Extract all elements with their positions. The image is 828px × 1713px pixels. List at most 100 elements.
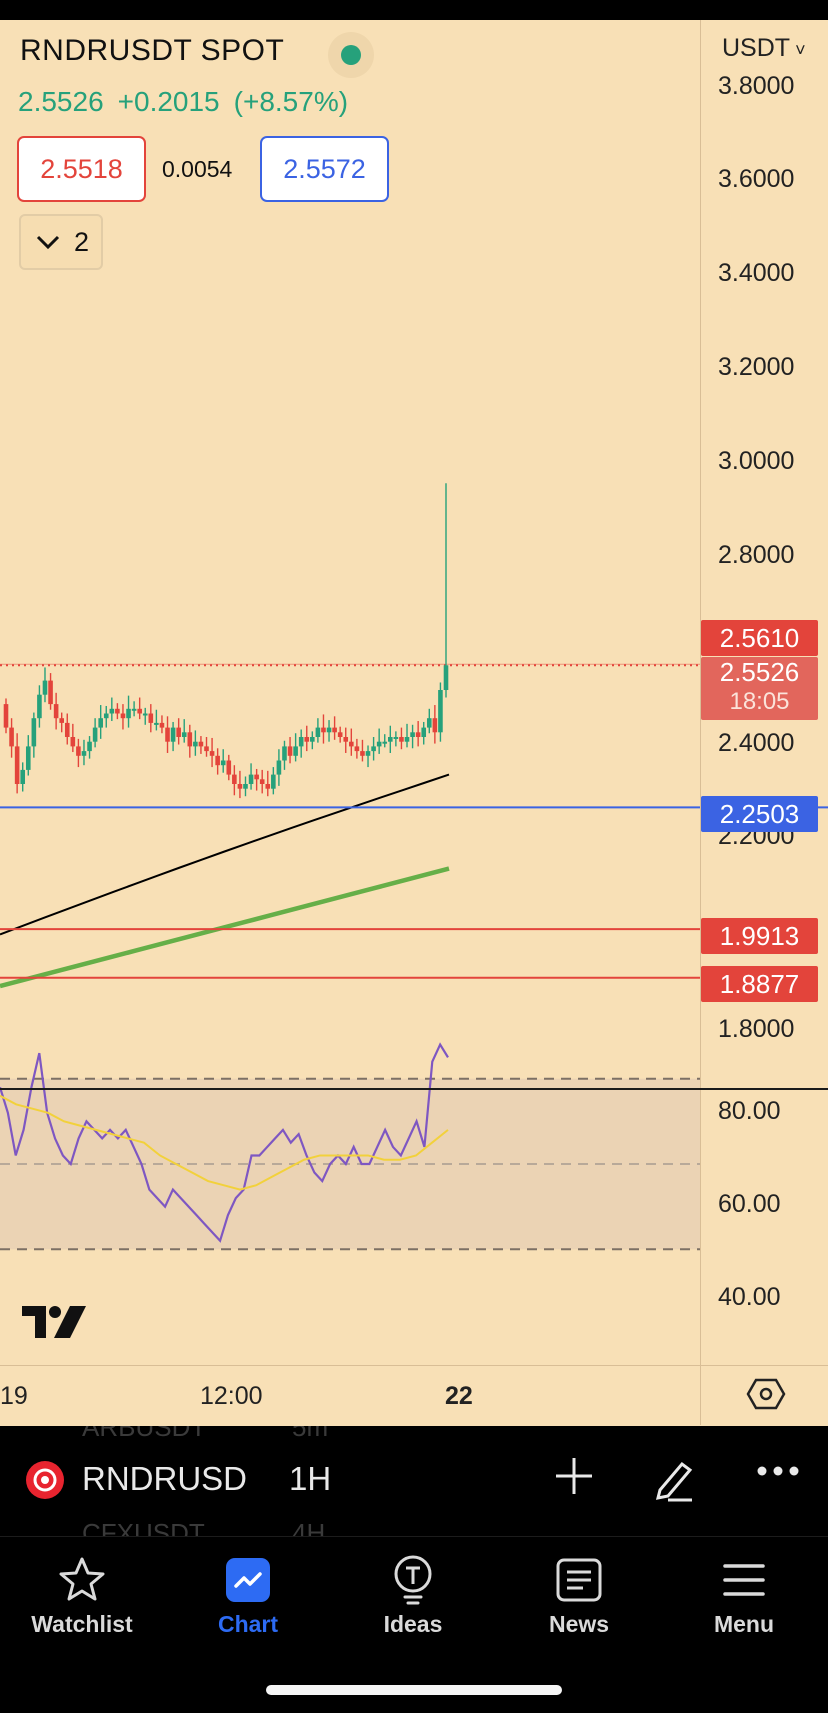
candle-body [92,727,98,742]
pane-separator[interactable] [0,1088,828,1090]
tab-menu[interactable]: Menu [664,1551,824,1638]
candle-body [321,727,326,733]
tab-news[interactable]: News [499,1551,659,1638]
candle-body [165,727,170,742]
settings-icon[interactable] [746,1374,786,1414]
more-options-icon[interactable] [756,1464,800,1483]
candle-body [37,694,42,719]
price-axis-label: 1.8000 [718,1015,795,1043]
candle-body [120,713,126,719]
candle-body [232,774,237,784]
candle-body [42,680,48,695]
ghost-symbol: CFXUSDT [82,1518,205,1536]
candle-body [304,737,310,742]
candle-body [126,708,131,719]
candle-body [376,741,382,747]
candle-body [443,665,449,690]
price-change: +0.2015 [117,86,220,117]
candle-body [87,741,92,752]
price-axis-label: 3.4000 [718,259,795,287]
symbol-title[interactable]: RNDRUSDT SPOT [20,34,285,67]
candle-body [115,708,120,714]
currency-selector[interactable]: USDT ˅ [722,34,806,63]
symbol-selector[interactable]: RNDRUSD [82,1460,247,1497]
tab-chart[interactable]: Chart [168,1551,328,1638]
candle-body [53,704,59,719]
status-bar [0,0,828,20]
candle-body [131,708,137,711]
ghost-interval: 5m [292,1426,329,1442]
candle-body [170,727,176,742]
candle-body [349,741,354,747]
candle-body [48,680,53,705]
candle-body [276,760,282,775]
price-axis-divider [700,20,701,1425]
sell-button[interactable]: 2.5518 [17,136,146,202]
candle-body [393,737,399,739]
candle-body [265,784,271,789]
chart-area[interactable]: RNDRUSDT SPOT 2.5526 +0.2015 (+8.57%) 2.55… [0,20,828,1426]
candle-body [415,732,421,737]
candle-body [220,760,226,766]
last-price: 2.5526 [18,86,104,117]
candle-body [399,737,404,742]
home-indicator [266,1685,562,1695]
candle-body [59,718,64,723]
buy-button[interactable]: 2.5572 [260,136,389,202]
time-axis-divider [0,1365,828,1366]
symbol-logo-icon [26,1461,64,1499]
candle-body [337,732,343,737]
candle-body [198,741,204,747]
moving-averages [0,773,450,989]
rsi-band-lines [0,1077,700,1251]
bottom-tab-bar: Watchlist Chart Ideas News Menu [0,1536,828,1713]
candle-body [343,737,349,742]
candle-body [70,737,76,747]
time-axis-label: 19 [0,1382,28,1410]
candle-body [259,779,265,784]
candle-body [148,713,154,723]
candle-body [404,737,410,742]
candlesticks[interactable] [3,483,449,799]
rsi-line [0,1042,449,1243]
drawing-pen-icon[interactable] [652,1456,698,1507]
chevron-down-icon: ˅ [790,40,806,60]
candle-body [310,737,315,742]
market-status-icon[interactable] [328,32,374,78]
candle-body [315,727,321,737]
add-icon[interactable] [554,1456,594,1501]
candle-body [254,774,259,780]
tab-watchlist[interactable]: Watchlist [2,1551,162,1638]
candle-body [159,722,165,728]
high-price-tag: 2.5610 [701,620,818,656]
currency-label: USDT [722,34,791,62]
candle-body [176,727,181,737]
rsi-indicator [0,1042,449,1243]
candle-body [360,751,365,756]
candle-body [64,722,70,737]
candle-body [187,732,193,747]
tab-label: Menu [713,1611,775,1637]
star-icon [59,1557,105,1601]
candle-body [81,751,87,756]
candle-body [326,727,332,733]
candle-body [3,704,9,728]
candle-body [209,751,215,756]
candle-body [426,718,432,728]
tab-label: News [548,1611,610,1637]
tab-label: Chart [217,1611,279,1637]
candle-body [9,727,14,747]
bar-countdown: 18:05 [729,688,790,715]
candle-body [354,746,360,752]
chart-canvas[interactable] [0,20,828,1426]
ghost-interval: 4H [292,1518,326,1536]
candle-body [204,746,209,752]
indicators-toggle-button[interactable]: 2 [19,214,103,270]
tab-ideas[interactable]: Ideas [333,1551,493,1638]
price-axis-label: 3.2000 [718,353,795,381]
candle-body [421,727,427,737]
interval-selector[interactable]: 1H [289,1460,332,1497]
candle-body [14,746,20,784]
newspaper-icon [556,1558,602,1602]
tab-label: Watchlist [31,1611,133,1637]
